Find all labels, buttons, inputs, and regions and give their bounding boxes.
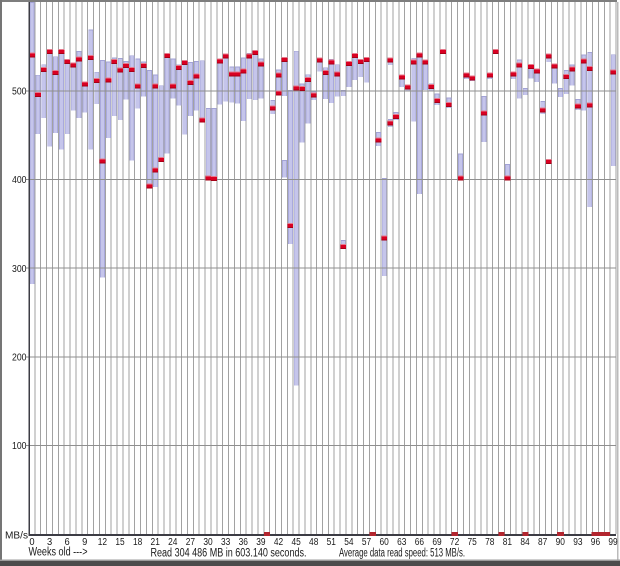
svg-text:54: 54 bbox=[344, 537, 354, 548]
svg-text:60: 60 bbox=[379, 537, 389, 548]
svg-text:200: 200 bbox=[12, 353, 27, 364]
svg-text:63: 63 bbox=[397, 537, 407, 548]
svg-text:96: 96 bbox=[591, 537, 601, 548]
svg-text:24: 24 bbox=[168, 537, 178, 548]
svg-text:75: 75 bbox=[468, 537, 478, 548]
svg-text:36: 36 bbox=[239, 537, 249, 548]
svg-text:57: 57 bbox=[362, 537, 372, 548]
svg-text:78: 78 bbox=[485, 537, 495, 548]
svg-text:42: 42 bbox=[274, 537, 284, 548]
svg-text:18: 18 bbox=[133, 537, 143, 548]
svg-text:99: 99 bbox=[608, 537, 618, 548]
svg-text:15: 15 bbox=[115, 537, 125, 548]
svg-text:45: 45 bbox=[291, 537, 301, 548]
svg-text:30: 30 bbox=[203, 537, 213, 548]
svg-text:90: 90 bbox=[556, 537, 566, 548]
svg-text:9: 9 bbox=[82, 537, 88, 548]
svg-text:51: 51 bbox=[327, 537, 337, 548]
svg-text:MB/s: MB/s bbox=[5, 531, 28, 542]
svg-text:Average data read speed: 513 M: Average data read speed: 513 MB/s. bbox=[339, 547, 465, 559]
svg-text:12: 12 bbox=[98, 537, 108, 548]
svg-text:6: 6 bbox=[65, 537, 71, 548]
svg-text:100: 100 bbox=[12, 441, 27, 452]
svg-text:81: 81 bbox=[503, 537, 513, 548]
svg-text:66: 66 bbox=[415, 537, 425, 548]
svg-text:72: 72 bbox=[450, 537, 460, 548]
svg-text:33: 33 bbox=[221, 537, 231, 548]
svg-text:21: 21 bbox=[151, 537, 161, 548]
svg-text:48: 48 bbox=[309, 537, 319, 548]
svg-text:87: 87 bbox=[538, 537, 548, 548]
svg-text:400: 400 bbox=[12, 175, 27, 186]
svg-text:300: 300 bbox=[12, 264, 27, 275]
svg-text:500: 500 bbox=[12, 87, 27, 98]
svg-text:0: 0 bbox=[29, 537, 35, 548]
svg-text:39: 39 bbox=[256, 537, 266, 548]
svg-text:3: 3 bbox=[47, 537, 53, 548]
svg-text:93: 93 bbox=[573, 537, 583, 548]
svg-text:27: 27 bbox=[186, 537, 196, 548]
svg-text:69: 69 bbox=[432, 537, 442, 548]
svg-text:84: 84 bbox=[520, 537, 530, 548]
svg-text:Read 304 486 MB in 603.140 sec: Read 304 486 MB in 603.140 seconds. bbox=[151, 547, 307, 559]
svg-text:Weeks old --->: Weeks old ---> bbox=[29, 547, 88, 559]
